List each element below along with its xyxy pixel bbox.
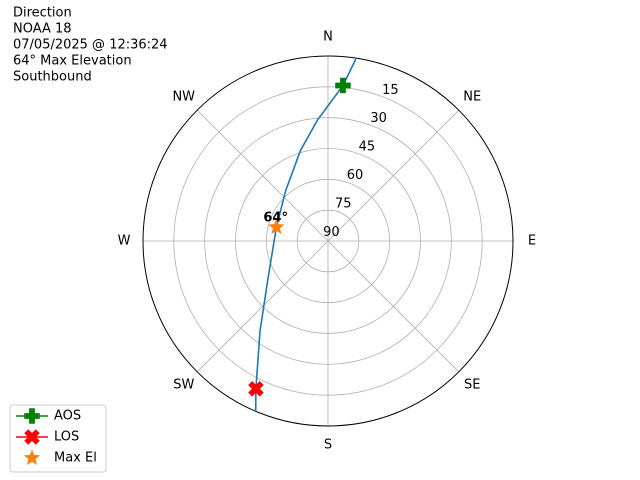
title-line: NOAA 18 — [13, 22, 72, 37]
grid-spoke — [196, 240, 329, 373]
grid-spoke — [327, 109, 460, 242]
legend-label: LOS — [54, 430, 79, 445]
marker-x — [24, 429, 40, 445]
r-tick-label: 60 — [347, 168, 364, 183]
marker-star — [268, 218, 285, 235]
title-line: 64° Max Elevation — [13, 54, 132, 69]
marker-x — [248, 380, 264, 397]
marker-star — [23, 449, 41, 466]
legend-label: AOS — [54, 409, 81, 424]
r-tick-label: 90 — [323, 225, 340, 240]
pass-track — [254, 58, 357, 412]
r-tick-label: 75 — [335, 197, 352, 212]
theta-tick-label: NE — [463, 89, 481, 104]
legend: AOS LOS Max El — [9, 404, 107, 473]
r-tick-label: 30 — [370, 111, 387, 126]
theta-tick-label: W — [118, 234, 131, 249]
theta-tick-label: E — [528, 234, 536, 249]
title-line: Direction — [13, 6, 72, 21]
r-tick-label: 15 — [382, 83, 399, 98]
grid-spoke — [196, 109, 329, 242]
theta-tick-label: NW — [172, 89, 195, 104]
r-tick-label: 45 — [359, 140, 376, 155]
title-line: Southbound — [13, 70, 92, 85]
title-line: 07/05/2025 @ 12:36:24 — [13, 38, 168, 53]
annotation: 64° — [263, 211, 288, 226]
theta-tick-label: N — [323, 30, 333, 45]
theta-tick-label: S — [324, 438, 332, 453]
marker-plus — [335, 77, 351, 94]
grid-spoke — [327, 240, 460, 373]
marker-plus — [24, 408, 40, 424]
theta-tick-label: SE — [464, 378, 480, 393]
outer-ring — [142, 55, 514, 427]
legend-label: Max El — [54, 451, 97, 466]
theta-tick-label: SW — [173, 378, 194, 393]
